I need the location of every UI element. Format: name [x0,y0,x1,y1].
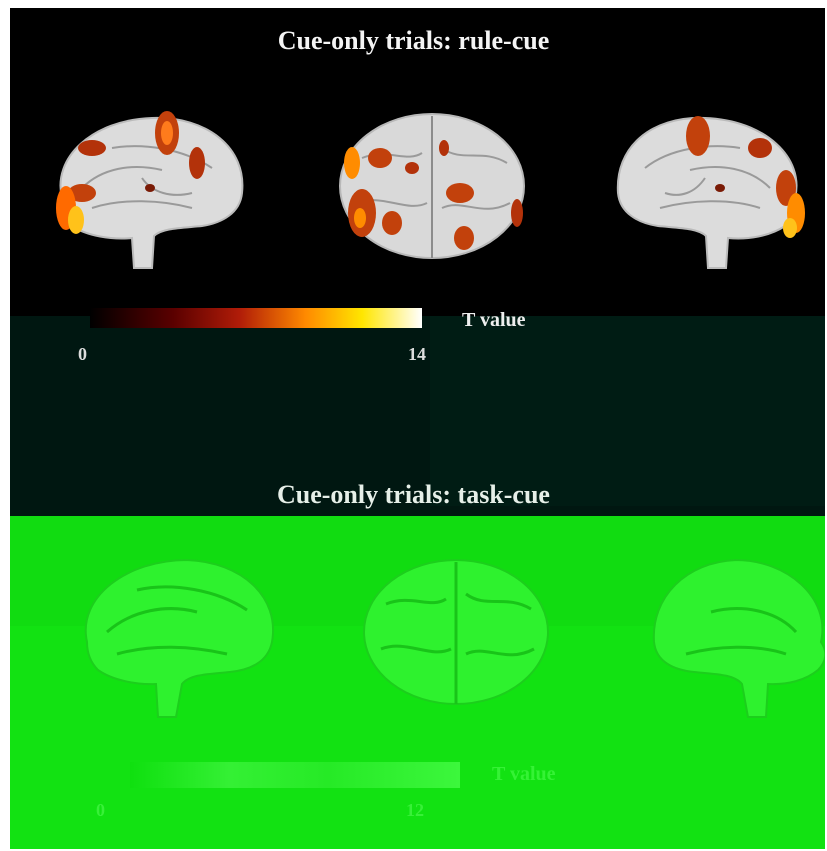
left-sagittal-brain-task [84,558,275,718]
task-cue-panel [10,516,825,849]
t-value-label-bottom: T value [492,763,556,785]
right-sagittal-brain [616,116,805,269]
page-title-task-cue: Cue-only trials: task-cue [277,480,550,509]
colorbar-min-label-bottom: 0 [96,800,105,820]
dorsal-axial-brain [339,113,525,259]
page-title-rule-cue: Cue-only trials: rule-cue [277,26,550,55]
colorbar-hot [90,308,422,328]
t-value-label-top: T value [462,309,526,331]
colorbar-min-label-top: 0 [78,344,87,364]
rule-cue-panel [10,8,825,518]
dorsal-axial-brain-task [363,559,549,705]
dark-band-right [430,316,825,506]
right-sagittal-brain-task [652,558,825,718]
left-sagittal-brain [56,111,244,269]
colorbar-green [130,762,460,788]
colorbar-max-label-bottom: 12 [406,800,424,820]
colorbar-max-label-top: 14 [408,344,426,364]
